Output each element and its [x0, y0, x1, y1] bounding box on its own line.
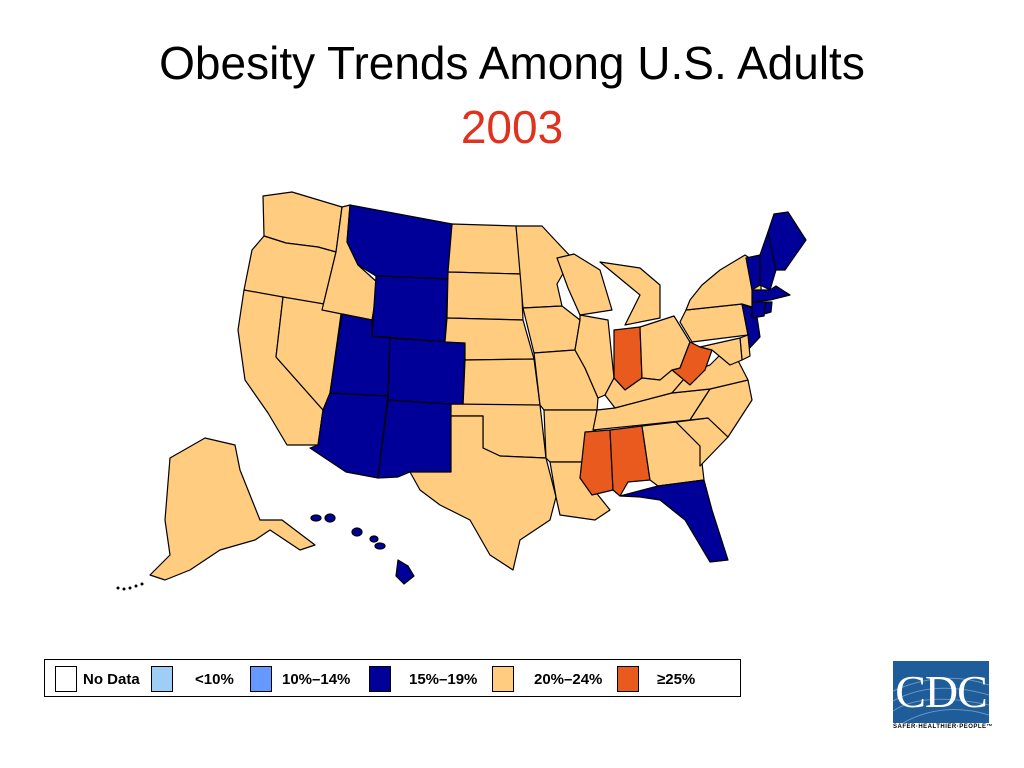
us-obesity-map [116, 191, 807, 591]
page-title: Obesity Trends Among U.S. Adults [159, 37, 865, 89]
hawaii-island-5 [374, 542, 386, 550]
legend-swatch-20-24 [492, 666, 514, 692]
legend-swatch-lt10 [151, 666, 173, 692]
state-kansas [462, 358, 541, 408]
legend-label-ge25: ≥25% [657, 671, 696, 688]
hawaii-island-3 [351, 527, 363, 537]
state-illinois [574, 314, 615, 399]
state-michigan [599, 261, 661, 326]
legend-label-20-24: 20%–24% [534, 671, 603, 688]
cdc-logo-text: CDC [895, 666, 988, 717]
aleutian-island-5 [140, 582, 144, 586]
state-wisconsin [556, 253, 613, 316]
state-connecticut [751, 301, 767, 319]
state-new-mexico [377, 399, 452, 479]
cdc-logo-background [893, 661, 989, 723]
state-south-dakota [446, 271, 524, 321]
state-rhode-island [763, 301, 773, 315]
state-maryland [699, 337, 743, 366]
aleutian-island-1 [116, 586, 120, 590]
aleutian-island-4 [134, 584, 138, 588]
state-maine [767, 211, 807, 271]
cdc-logo: CDC SAFER·HEALTHIER·PEOPLE™ [893, 661, 994, 733]
state-wyoming [371, 275, 449, 343]
aleutian-island-3 [128, 586, 132, 590]
state-hawaii [395, 559, 415, 585]
legend-label-lt10: <10% [195, 671, 234, 688]
state-texas [409, 415, 557, 571]
state-iowa [522, 305, 581, 354]
state-north-dakota [447, 223, 522, 275]
hawaii-island-1 [310, 514, 322, 522]
map-legend: No Data <10% 10%–14% 15%–19% 20%–24% ≥25… [44, 659, 741, 697]
legend-label-15-19: 15%–19% [409, 671, 478, 688]
state-alaska [149, 437, 316, 581]
state-new-hampshire [759, 231, 777, 291]
aleutian-island-2 [122, 587, 126, 591]
year-subtitle: 2003 [460, 101, 564, 153]
legend-swatch-no-data [55, 666, 77, 692]
state-montana [346, 204, 453, 280]
state-florida [619, 479, 729, 563]
legend-label-no-data: No Data [83, 671, 140, 688]
legend-label-10-14: 10%–14% [282, 671, 351, 688]
cdc-logo-tagline: SAFER·HEALTHIER·PEOPLE™ [893, 724, 994, 730]
hawaii-island-4 [369, 535, 379, 543]
hawaii-island-2 [324, 513, 336, 523]
state-mississippi [579, 429, 614, 496]
legend-swatch-15-19 [369, 666, 391, 692]
legend-swatch-ge25 [617, 666, 639, 692]
legend-swatch-10-14 [250, 666, 272, 692]
state-colorado [387, 337, 466, 408]
